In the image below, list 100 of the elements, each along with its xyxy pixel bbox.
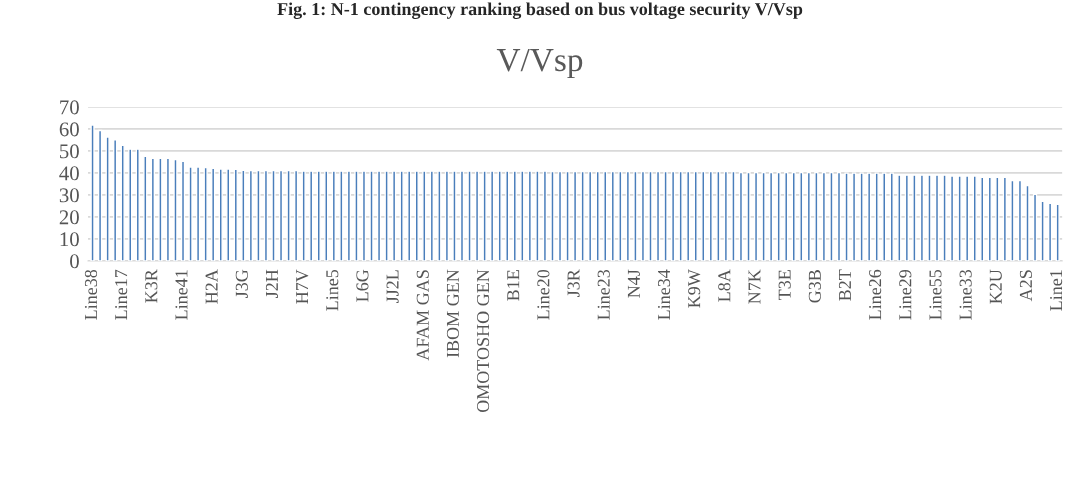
bar <box>256 169 261 261</box>
x-tick-label: AFAM GAS <box>416 270 429 361</box>
x-tick-label: K2U <box>989 269 1002 304</box>
bar <box>120 144 125 261</box>
bar <box>949 175 955 261</box>
bar <box>392 170 397 261</box>
bar <box>603 170 608 261</box>
x-tick-label: K3R <box>145 269 158 303</box>
bar <box>618 170 623 261</box>
bar <box>957 175 962 261</box>
x-tick-label: J3R <box>567 269 580 297</box>
bar <box>821 171 827 261</box>
bar <box>135 148 140 261</box>
y-tick-label: 20 <box>59 210 79 225</box>
bar <box>293 169 299 261</box>
x-tick-label: Line1 <box>1050 270 1063 311</box>
bar <box>203 166 208 261</box>
bar <box>429 170 434 261</box>
bar <box>128 148 133 261</box>
bar <box>867 172 872 261</box>
bar <box>655 170 661 261</box>
bar <box>376 170 382 261</box>
bar <box>248 169 254 261</box>
x-tick-label: N4J <box>627 269 640 298</box>
bar <box>437 170 442 261</box>
bar <box>784 171 789 261</box>
bar <box>278 169 284 261</box>
y-tick-label: 40 <box>59 166 79 181</box>
bar <box>912 174 917 261</box>
bar <box>708 170 713 261</box>
x-tick-label: G3B <box>808 270 821 303</box>
bar <box>746 171 751 261</box>
bar <box>565 170 570 261</box>
bar <box>512 170 517 261</box>
bar <box>354 170 359 261</box>
x-tick-label: N7K <box>748 269 761 304</box>
bar <box>851 172 857 261</box>
bar <box>505 170 510 261</box>
bar <box>595 170 600 261</box>
bar <box>678 170 683 261</box>
bar <box>195 166 201 261</box>
bar <box>693 170 698 261</box>
y-tick-label: 60 <box>59 122 79 137</box>
x-tick-label: Line41 <box>175 270 188 320</box>
chart-title: V/Vsp <box>496 48 583 79</box>
x-tick-label: OMOTOSHO GEN <box>477 269 490 413</box>
bar <box>1032 193 1038 261</box>
bar <box>844 172 849 261</box>
bar <box>422 170 427 261</box>
bar <box>625 170 631 261</box>
x-tick-label: Line5 <box>326 269 339 311</box>
bar <box>271 169 276 261</box>
bar <box>663 170 668 261</box>
bar <box>769 171 774 261</box>
bar <box>497 170 502 261</box>
bar <box>188 166 193 261</box>
x-tick-label: H2A <box>205 269 218 304</box>
bar <box>640 170 646 261</box>
bar <box>527 170 532 261</box>
caption: Fig. 1: N-1 contingency ranking based on bus voltage security V/Vsp <box>277 2 803 19</box>
bar <box>158 157 163 261</box>
y-tick-label: 0 <box>70 254 79 269</box>
bar <box>633 170 638 261</box>
bar <box>919 174 925 261</box>
bar <box>761 171 766 261</box>
bar <box>806 171 811 261</box>
x-tick-label: J3G <box>235 269 248 298</box>
x-tick-label: B1E <box>507 270 520 301</box>
x-tick-label: Line29 <box>899 269 912 320</box>
bar <box>987 176 992 261</box>
bar <box>407 170 412 261</box>
bar <box>384 170 389 261</box>
bar <box>143 155 148 261</box>
x-tick-label: Line17 <box>115 269 128 320</box>
y-tick-label: 70 <box>60 100 79 115</box>
bar <box>414 170 419 261</box>
x-tick-label: A2S <box>1019 270 1033 302</box>
bar <box>753 171 759 261</box>
bar <box>904 174 909 261</box>
bar <box>150 157 155 261</box>
bar <box>889 172 894 261</box>
bar <box>241 169 246 261</box>
bar <box>610 170 615 261</box>
bar <box>361 170 367 261</box>
x-tick-label: H7V <box>296 269 309 304</box>
bar <box>859 172 864 261</box>
x-tick-label: J2H <box>265 269 279 298</box>
x-tick-label: L6G <box>356 269 369 302</box>
bar <box>90 124 95 261</box>
bar <box>452 170 457 261</box>
bar <box>1017 179 1023 261</box>
bar <box>1047 202 1053 261</box>
bar <box>226 168 231 261</box>
bar <box>263 169 269 261</box>
bar <box>490 170 495 261</box>
bar <box>399 170 404 261</box>
bar <box>980 176 985 261</box>
bar <box>173 158 178 261</box>
bar <box>686 170 691 261</box>
x-tick-label: T3E <box>778 270 791 300</box>
